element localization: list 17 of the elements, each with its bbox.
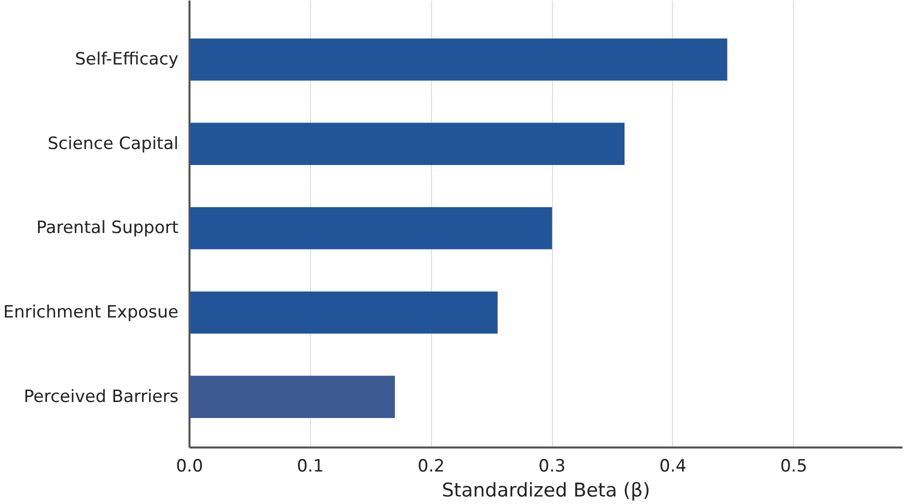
x-tick-label: 0.3 bbox=[538, 456, 566, 476]
y-tick-label: Parental Support bbox=[36, 218, 179, 238]
y-tick-label: Science Capital bbox=[48, 134, 179, 154]
y-tick-label: Self-Efficacy bbox=[74, 50, 179, 70]
bar bbox=[190, 291, 498, 334]
x-tick-label: 0.5 bbox=[780, 456, 808, 476]
bar bbox=[190, 122, 625, 165]
bar bbox=[190, 207, 552, 250]
text: 0.0 bbox=[176, 456, 204, 476]
bar bbox=[190, 38, 728, 81]
y-tick-label: Enrichment Exposue bbox=[3, 302, 178, 323]
x-axis-title: Standardized Beta (β) bbox=[442, 480, 650, 502]
x-tick-label: 0.1 bbox=[296, 456, 324, 476]
bar bbox=[190, 376, 395, 418]
x-tick-label: 0.2 bbox=[418, 456, 445, 476]
x-tick-label: 0.4 bbox=[659, 456, 686, 476]
y-tick-label: Perceived Barriers bbox=[24, 386, 179, 407]
